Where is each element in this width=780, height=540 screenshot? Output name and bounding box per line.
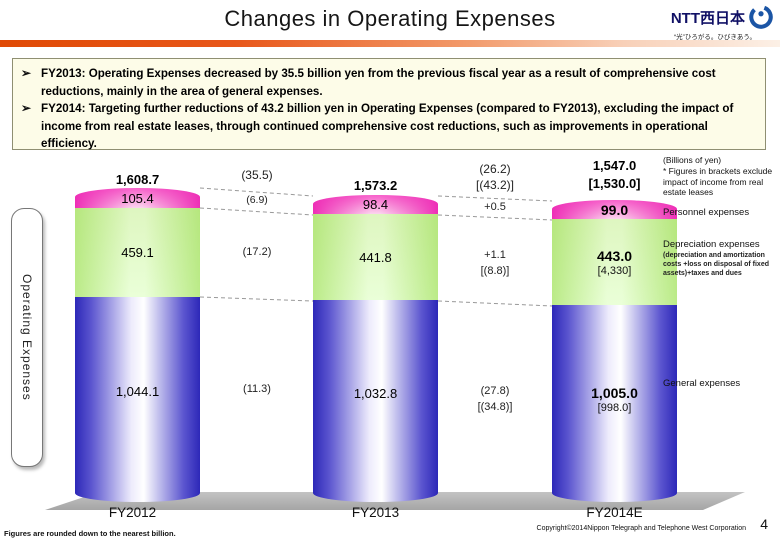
ntt-logo-mark [749, 5, 773, 29]
delta-total-fy2014e: (26.2) [479, 162, 511, 176]
delta-depreciation-bracket-fy2014e: [(8.8)] [480, 265, 510, 277]
delta-general-fy2013: (11.3) [243, 383, 271, 395]
x-label-fy2013: FY2013 [351, 505, 400, 520]
bar-fy2012-general-segment: 1,044.1 [75, 297, 200, 502]
bar-fy2012-depreciation-segment: 459.1 [75, 208, 200, 297]
total-label-fy2012: 1,608.7 [115, 172, 160, 187]
ntt-tagline: “光”ひろがる。ひびきあう。 [674, 34, 756, 41]
ntt-brand-text: NTT西日本 [670, 9, 745, 27]
total-label-fy2013: 1,573.2 [353, 178, 398, 193]
delta-general-fy2014e: (27.8) [480, 385, 510, 397]
bar-fy2014e-depreciation-segment: 443.0 [4,330] [552, 219, 677, 305]
total-label-fy2014e-value: 1,547.0 [592, 158, 637, 173]
summary-box: ➢ FY2013: Operating Expenses decreased b… [12, 58, 766, 150]
bar-fy2012: 105.4 459.1 1,044.1 [75, 188, 200, 502]
bar-fy2014e-depreciation-bracket: [4,330] [597, 264, 632, 277]
bar-fy2014e-personnel-value: 99.0 [600, 201, 629, 218]
delta-depreciation-fy2014e: +1.1 [484, 249, 506, 261]
summary-bullet-1-text: FY2013: Operating Expenses decreased by … [41, 67, 716, 98]
legend-general-expenses: General expenses [663, 378, 741, 389]
bar-fy2012-general-value: 1,044.1 [115, 384, 160, 399]
bar-fy2013-personnel-value: 98.4 [362, 197, 389, 212]
legend-depreciation-expenses: Depreciation expenses [663, 239, 760, 250]
legend-personnel-expenses: Personnel expenses [663, 207, 750, 218]
bar-fy2014e-personnel-segment: 99.0 [552, 200, 677, 219]
bar-fy2014e-general-value: 1,005.0 [591, 385, 638, 401]
bar-fy2013: 98.4 441.8 1,032.8 [313, 195, 438, 502]
bar-fy2014e-general-segment: 1,005.0 [998.0] [552, 305, 677, 502]
delta-personnel-fy2014e: +0.5 [484, 201, 506, 213]
page-title: Changes in Operating Expenses [224, 6, 556, 31]
arrow-bullet-icon: ➢ [21, 101, 32, 115]
bar-fy2013-depreciation-segment: 441.8 [313, 214, 438, 300]
delta-personnel-fy2013: (6.9) [246, 194, 268, 206]
bar-fy2013-depreciation-value: 441.8 [359, 249, 392, 265]
delta-general-bracket-fy2014e: [(34.8)] [477, 401, 513, 413]
summary-bullet-2: ➢ FY2014: Targeting further reductions o… [21, 100, 755, 153]
summary-bullet-2-text: FY2014: Targeting further reductions of … [41, 102, 734, 150]
bar-fy2013-general-segment: 1,032.8 [313, 300, 438, 502]
bracket-note: * Figures in brackets exclude impact of … [663, 166, 773, 197]
ntt-logo: NTT西日本 “光”ひろがる。ひびきあう。 [656, 4, 774, 41]
unit-note: (Billions of yen) [663, 155, 722, 165]
y-axis-label: Operating Expenses [20, 274, 34, 401]
delta-total-bracket-fy2014e: [(43.2)] [475, 178, 514, 192]
x-label-fy2014e: FY2014E [586, 505, 643, 520]
y-axis-label-box: Operating Expenses [11, 208, 43, 467]
summary-bullet-1: ➢ FY2013: Operating Expenses decreased b… [21, 65, 755, 100]
rounding-note: Figures are rounded down to the nearest … [4, 529, 176, 538]
bar-fy2012-depreciation-value: 459.1 [121, 245, 154, 260]
total-label-fy2014e-bracket: [1,530.0] [588, 176, 641, 191]
x-label-fy2012: FY2012 [108, 505, 157, 520]
bar-fy2014e-general-bracket: [998.0] [597, 402, 632, 414]
copyright-text: Copyright©2014Nippon Telegraph and Telep… [536, 525, 746, 532]
arrow-bullet-icon: ➢ [21, 66, 32, 80]
title-divider [0, 40, 780, 47]
total-label-fy2014e: 1,547.0 [1,530.0] [552, 157, 677, 193]
delta-total-fy2013: (35.5) [241, 168, 273, 182]
bar-fy2013-personnel-segment: 98.4 [313, 195, 438, 214]
bar-fy2014e-depreciation-value: 443.0 [596, 247, 633, 264]
legend-depreciation-note: (depreciation and amortization costs +lo… [663, 252, 769, 277]
bar-fy2012-personnel-value: 105.4 [121, 190, 154, 206]
bar-fy2013-general-value: 1,032.8 [353, 385, 398, 401]
delta-depreciation-fy2013: (17.2) [242, 246, 272, 258]
page-number: 4 [760, 516, 768, 532]
bar-fy2012-personnel-segment: 105.4 [75, 188, 200, 208]
bar-fy2014e: 99.0 443.0 [4,330] 1,005.0 [998.0] [552, 200, 677, 502]
